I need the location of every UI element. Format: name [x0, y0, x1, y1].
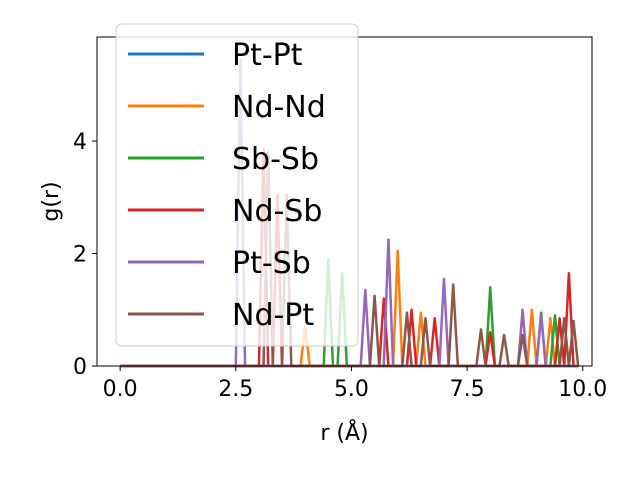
legend: Pt-Pt Nd-Nd Sb-Sb Nd-Sb Pt-Sb Nd-Pt	[115, 23, 359, 347]
legend-label: Nd-Sb	[232, 194, 322, 229]
y-tick-label: 4	[73, 130, 87, 155]
legend-label: Sb-Sb	[232, 142, 319, 177]
legend-label: Pt-Sb	[232, 246, 311, 281]
x-axis: 0.0 2.5 5.0 7.5 10.0	[103, 366, 607, 402]
x-tick-label: 0.0	[103, 377, 138, 402]
x-axis-label: r (Å)	[320, 419, 368, 446]
x-tick-label: 7.5	[450, 377, 485, 402]
legend-label: Nd-Pt	[232, 298, 314, 333]
legend-label: Pt-Pt	[232, 38, 303, 73]
y-tick-label: 2	[73, 243, 87, 268]
x-tick-label: 5.0	[334, 377, 369, 402]
y-tick-label: 0	[73, 355, 87, 380]
x-tick-label: 2.5	[218, 377, 253, 402]
x-tick-label: 10.0	[558, 377, 607, 402]
y-axis: 0 2 4	[73, 130, 97, 380]
legend-label: Nd-Nd	[232, 90, 326, 125]
series-line-nd-nd	[120, 249, 579, 368]
y-axis-label: g(r)	[39, 181, 64, 221]
